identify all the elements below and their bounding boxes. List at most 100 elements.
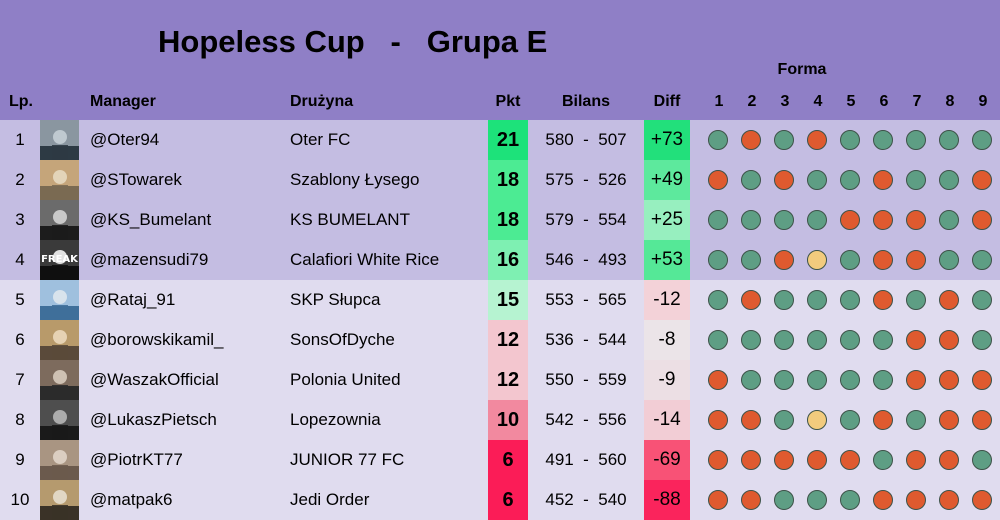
bilans-cell: 580 - 507 xyxy=(545,130,627,149)
form-loss-dot xyxy=(972,170,992,190)
bilans-cell: 553 - 565 xyxy=(545,290,627,309)
form-loss-dot xyxy=(840,450,860,470)
form-win-dot xyxy=(807,170,827,190)
form-draw-dot xyxy=(807,250,827,270)
form-win-dot xyxy=(708,130,728,150)
avatar-image xyxy=(40,160,79,200)
form-loss-dot xyxy=(939,370,959,390)
avatar-image xyxy=(40,200,79,240)
header-round-6: 6 xyxy=(879,93,889,110)
manager-name: @LukaszPietsch xyxy=(90,410,217,429)
form-loss-dot xyxy=(741,290,761,310)
form-win-dot xyxy=(774,330,794,350)
points-cell: 12 xyxy=(488,360,528,400)
form-loss-dot xyxy=(939,490,959,510)
points-cell: 18 xyxy=(488,160,528,200)
form-win-dot xyxy=(807,370,827,390)
diff-cell: -14 xyxy=(644,400,690,440)
bilans-cell: 491 - 560 xyxy=(545,450,627,469)
form-win-dot xyxy=(906,130,926,150)
form-loss-dot xyxy=(873,290,893,310)
avatar xyxy=(40,480,79,520)
form-win-dot xyxy=(741,210,761,230)
team-name: Oter FC xyxy=(290,130,351,149)
form-win-dot xyxy=(708,290,728,310)
table-row: 9 @PiotrKT77 JUNIOR 77 FC 6 491 - 560 -69 xyxy=(0,440,1000,480)
points-cell: 6 xyxy=(488,440,528,480)
form-loss-dot xyxy=(774,170,794,190)
team-name: Calafiori White Rice xyxy=(290,250,440,269)
points-cell: 15 xyxy=(488,280,528,320)
manager-name: @PiotrKT77 xyxy=(90,450,183,469)
team-name: Lopezownia xyxy=(290,410,381,429)
avatar: FREAK xyxy=(40,240,79,280)
form-loss-dot xyxy=(906,250,926,270)
table-row: 6 @borowskikamil_ SonsOfDyche 12 536 - 544 -8 xyxy=(0,320,1000,360)
bilans-cell: 452 - 540 xyxy=(545,490,627,509)
team-name: Polonia United xyxy=(290,370,401,389)
form-win-dot xyxy=(939,210,959,230)
form-win-dot xyxy=(840,290,860,310)
manager-name: @WaszakOfficial xyxy=(90,370,219,389)
manager-name: @STowarek xyxy=(90,170,182,189)
rank-cell: 4 xyxy=(15,250,25,269)
diff-cell: -8 xyxy=(644,320,690,360)
form-loss-dot xyxy=(972,490,992,510)
header-round-1: 1 xyxy=(714,93,724,110)
header-round-7: 7 xyxy=(912,93,922,110)
form-win-dot xyxy=(807,290,827,310)
team-name: SKP Słupca xyxy=(290,290,381,309)
form-win-dot xyxy=(939,250,959,270)
form-loss-dot xyxy=(906,330,926,350)
form-loss-dot xyxy=(807,450,827,470)
form-win-dot xyxy=(741,370,761,390)
header-round-5: 5 xyxy=(846,93,856,110)
form-win-dot xyxy=(774,410,794,430)
form-win-dot xyxy=(972,330,992,350)
form-loss-dot xyxy=(873,170,893,190)
form-loss-dot xyxy=(972,210,992,230)
form-win-dot xyxy=(840,370,860,390)
avatar-image xyxy=(40,240,79,280)
form-win-dot xyxy=(873,370,893,390)
header-round-9: 9 xyxy=(978,93,988,110)
bilans-cell: 546 - 493 xyxy=(545,250,627,269)
avatar-image xyxy=(40,120,79,160)
form-loss-dot xyxy=(906,450,926,470)
bilans-cell: 536 - 544 xyxy=(545,330,627,349)
avatar xyxy=(40,120,79,160)
team-name: JUNIOR 77 FC xyxy=(290,450,405,469)
avatar xyxy=(40,280,79,320)
table-row: 7 @WaszakOfficial Polonia United 12 550 - 55… xyxy=(0,360,1000,400)
manager-name: @KS_Bumelant xyxy=(90,210,212,229)
rank-cell: 1 xyxy=(15,130,25,149)
forma-header: Forma xyxy=(777,61,827,78)
bilans-cell: 575 - 526 xyxy=(545,170,627,189)
form-win-dot xyxy=(807,210,827,230)
table-row: 3 @KS_Bumelant KS BUMELANT 18 579 - 554 +25 xyxy=(0,200,1000,240)
team-name: SonsOfDyche xyxy=(290,330,395,349)
form-win-dot xyxy=(840,130,860,150)
form-win-dot xyxy=(840,410,860,430)
table-row: 4 FREAK @mazensudi79 Calafiori White Rice 16… xyxy=(0,240,1000,280)
form-loss-dot xyxy=(906,210,926,230)
form-win-dot xyxy=(939,130,959,150)
points-cell: 6 xyxy=(488,480,528,520)
form-win-dot xyxy=(939,170,959,190)
manager-name: @borowskikamil_ xyxy=(90,330,224,349)
form-win-dot xyxy=(906,410,926,430)
form-loss-dot xyxy=(939,410,959,430)
page-title: Hopeless Cup - Grupa E xyxy=(158,24,548,59)
rank-cell: 2 xyxy=(15,170,25,189)
form-win-dot xyxy=(708,250,728,270)
diff-cell: +49 xyxy=(644,160,690,200)
form-win-dot xyxy=(840,250,860,270)
form-win-dot xyxy=(873,330,893,350)
form-draw-dot xyxy=(807,410,827,430)
form-loss-dot xyxy=(939,290,959,310)
avatar-image xyxy=(40,440,79,480)
form-win-dot xyxy=(840,170,860,190)
avatar xyxy=(40,400,79,440)
diff-cell: -12 xyxy=(644,280,690,320)
